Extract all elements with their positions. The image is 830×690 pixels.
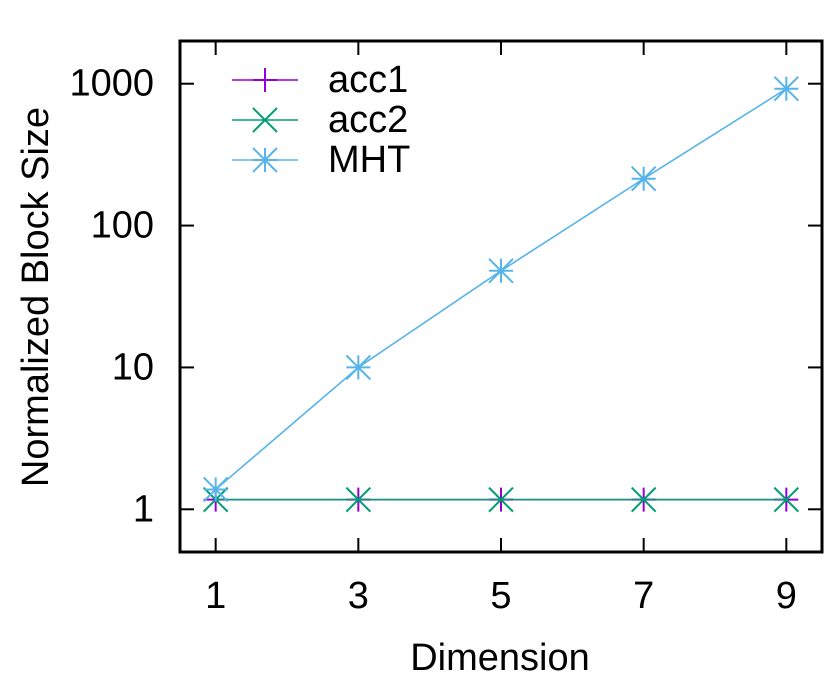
point-marker [202, 476, 229, 503]
point-marker [345, 486, 372, 513]
x-tick-label: 3 [348, 575, 369, 617]
y-tick-label: 10 [112, 346, 154, 388]
point-marker [630, 165, 657, 192]
y-tick-label: 1 [133, 488, 154, 530]
legend-marker [252, 147, 278, 173]
point-marker [488, 486, 514, 513]
x-axis-label: Dimension [410, 637, 590, 679]
series-line [215, 88, 787, 491]
x-tick-label: 5 [490, 575, 511, 617]
y-tick-label: 100 [91, 205, 154, 247]
y-tick-label: 1000 [69, 63, 154, 105]
point-marker [630, 486, 657, 513]
legend-marker [252, 107, 278, 133]
plot-frame [178, 39, 824, 554]
point-marker [488, 258, 514, 284]
legend-label: acc2 [328, 99, 408, 141]
x-tick-label: 7 [633, 575, 654, 617]
legend-label: MHT [328, 139, 410, 181]
point-marker [345, 354, 372, 381]
point-marker [773, 486, 800, 513]
x-tick-label: 1 [205, 575, 226, 617]
legend-marker [253, 68, 277, 92]
y-axis-label: Normalized Block Size [15, 107, 57, 487]
point-marker [773, 76, 800, 102]
x-tick-label: 9 [776, 575, 797, 617]
legend-label: acc1 [328, 59, 408, 101]
